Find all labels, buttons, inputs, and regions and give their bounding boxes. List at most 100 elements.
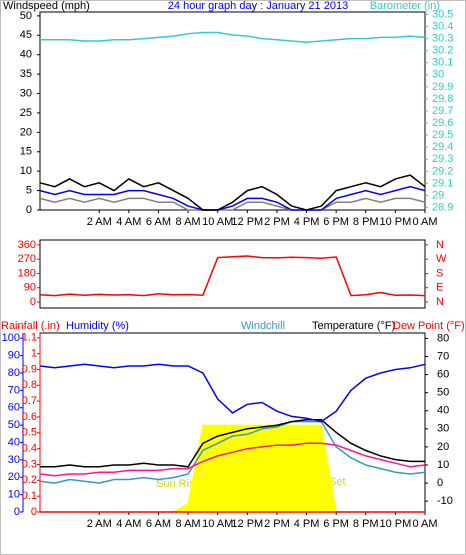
y-tick-label: 40 bbox=[20, 49, 32, 61]
x-tick-label: 8 PM bbox=[353, 216, 379, 228]
y3-tick-label: 0.9 bbox=[22, 363, 37, 375]
y3-tick-label: 0.5 bbox=[22, 427, 37, 439]
y-tick-label: 35 bbox=[20, 68, 32, 80]
y2-tick-label: 29.4 bbox=[432, 141, 453, 153]
x-tick-label: 2 PM bbox=[264, 518, 290, 530]
line bbox=[39, 197, 426, 211]
y2-tick-label: 70 bbox=[437, 350, 449, 362]
title-label: 24 hour graph day : January 21 2013 bbox=[168, 0, 348, 12]
x-tick-label: 2 AM bbox=[87, 518, 112, 530]
ylabel-label: Temperature (°F) bbox=[312, 320, 395, 332]
y3-tick-label: 0.4 bbox=[22, 443, 37, 455]
y-tick-label: 30 bbox=[20, 87, 32, 99]
ylabel-label: Rainfall (.in) bbox=[1, 320, 60, 332]
y2-tick-label: 30.2 bbox=[432, 45, 453, 57]
y2-tick-label: 28.9 bbox=[432, 201, 453, 213]
series-label: Dew Point (°F) bbox=[393, 320, 465, 332]
y2-tick-label: 29.8 bbox=[432, 93, 453, 105]
x-tick-label: 10 AM bbox=[202, 216, 233, 228]
ylabel-label: Humidity (%) bbox=[66, 320, 129, 332]
line bbox=[40, 31, 426, 43]
y2-tick-label: 30.5 bbox=[432, 8, 453, 20]
series-label: Windchill bbox=[241, 320, 285, 332]
y-tick-label: 25 bbox=[20, 107, 32, 119]
y-tick-label: 50 bbox=[20, 10, 32, 22]
x-tick-label: 6 PM bbox=[323, 216, 349, 228]
y3-tick-label: 1 bbox=[31, 347, 37, 359]
y2-tick-label: 29.6 bbox=[432, 117, 453, 129]
x-tick-label: 6 AM bbox=[146, 216, 171, 228]
y-tick-label: 270 bbox=[18, 253, 36, 265]
y2-tick-label: N bbox=[436, 296, 444, 308]
y2-tick-label: 29.3 bbox=[432, 153, 453, 165]
x-tick-label: 0 AM bbox=[412, 216, 437, 228]
y-tick-label: 45 bbox=[20, 29, 32, 41]
y2-tick-label: 29.5 bbox=[432, 129, 453, 141]
y-tick-label: 70 bbox=[8, 384, 20, 396]
y-tick-label: 0 bbox=[14, 506, 20, 518]
y2-tick-label: -10 bbox=[437, 495, 453, 507]
y2-tick-label: 30.4 bbox=[432, 20, 453, 32]
line bbox=[39, 255, 426, 297]
x-tick-label: 8 PM bbox=[353, 518, 379, 530]
x-tick-label: 10 AM bbox=[202, 518, 233, 530]
y-tick-label: 10 bbox=[8, 489, 20, 501]
line bbox=[39, 185, 426, 211]
plot-area bbox=[39, 11, 426, 211]
y2-tick-label: N bbox=[436, 239, 444, 251]
y2-tick-label: 40 bbox=[437, 405, 449, 417]
y2-tick-label: 80 bbox=[437, 332, 449, 344]
y-tick-label: 50 bbox=[8, 419, 20, 431]
y3-tick-label: 0.2 bbox=[22, 474, 37, 486]
annotation: Sun Rise bbox=[156, 478, 201, 490]
y-tick-label: 0 bbox=[30, 296, 36, 308]
y-tick-label: 180 bbox=[18, 267, 36, 279]
x-tick-label: 2 AM bbox=[87, 216, 112, 228]
y-tick-label: 90 bbox=[8, 349, 20, 361]
y3-tick-label: 1.1 bbox=[22, 332, 37, 344]
y2-tick-label: 20 bbox=[437, 441, 449, 453]
y-tick-label: 20 bbox=[20, 126, 32, 138]
x-tick-label: 10 PM bbox=[379, 518, 411, 530]
x-tick-label: 10 PM bbox=[379, 216, 411, 228]
x-tick-label: 4 AM bbox=[116, 216, 141, 228]
y2-tick-label: 30 bbox=[437, 423, 449, 435]
y2-tick-label: S bbox=[436, 267, 443, 279]
y-tick-label: 100 bbox=[2, 332, 20, 344]
y-tick-label: 0 bbox=[26, 204, 32, 216]
y-tick-label: 30 bbox=[8, 454, 20, 466]
x-tick-label: 8 AM bbox=[176, 216, 201, 228]
y2-tick-label: 60 bbox=[437, 368, 449, 380]
y-tick-label: 80 bbox=[8, 367, 20, 379]
line bbox=[40, 419, 425, 468]
y3-tick-label: 0.8 bbox=[22, 379, 37, 391]
x-tick-label: 6 PM bbox=[323, 518, 349, 530]
x-tick-label: 12 PM bbox=[231, 216, 263, 228]
line bbox=[39, 442, 426, 477]
plot-area bbox=[39, 239, 426, 309]
y3-tick-label: 0.6 bbox=[22, 411, 37, 423]
y2-tick-label: 30.1 bbox=[432, 57, 453, 69]
y2-tick-label: 29.7 bbox=[432, 105, 453, 117]
y-tick-label: 15 bbox=[20, 146, 32, 158]
y2-tick-label: 29.1 bbox=[432, 177, 453, 189]
y-tick-label: 5 bbox=[26, 184, 32, 196]
y2-tick-label: 30 bbox=[432, 69, 444, 81]
y2-tick-label: 10 bbox=[437, 459, 449, 471]
line bbox=[39, 363, 426, 423]
y3-tick-label: 0.7 bbox=[22, 395, 37, 407]
y2-tick-label: E bbox=[436, 282, 443, 294]
y3-tick-label: 0.3 bbox=[22, 458, 37, 470]
y3-tick-label: 0 bbox=[31, 506, 37, 518]
line bbox=[39, 174, 426, 211]
x-tick-label: 4 PM bbox=[294, 216, 320, 228]
x-tick-label: 8 AM bbox=[176, 518, 201, 530]
y-tick-label: 60 bbox=[8, 402, 20, 414]
y2-tick-label: 50 bbox=[437, 387, 449, 399]
annotation: Set bbox=[329, 476, 346, 488]
x-tick-label: 12 PM bbox=[231, 518, 263, 530]
y2-tick-label: 0 bbox=[437, 477, 443, 489]
ylabel-label: Barometer (in) bbox=[370, 0, 440, 12]
y-tick-label: 360 bbox=[18, 239, 36, 251]
x-tick-label: 4 PM bbox=[294, 518, 320, 530]
